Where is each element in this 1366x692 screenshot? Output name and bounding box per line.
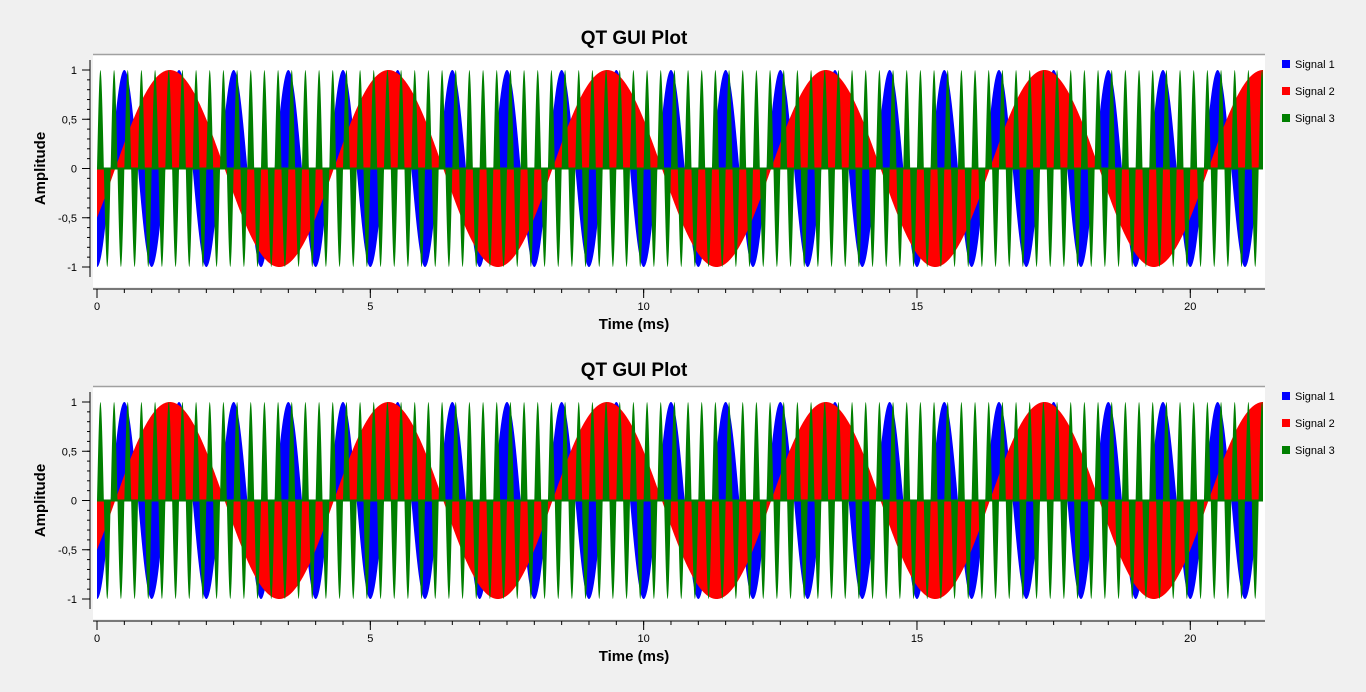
- chart-title: QT GUI Plot: [581, 360, 688, 381]
- legend-label: Signal 1: [1295, 391, 1335, 403]
- legend-item-3: Signal 3: [1282, 113, 1335, 125]
- legend-label: Signal 1: [1295, 59, 1335, 71]
- x-tick-label: 10: [638, 301, 650, 313]
- legend-item-1: Signal 1: [1282, 59, 1335, 71]
- legend-item-3: Signal 3: [1282, 445, 1335, 457]
- x-tick-label: 15: [911, 301, 923, 313]
- y-tick-label: -0,5: [58, 545, 77, 557]
- x-axis-label: Time (ms): [599, 316, 670, 333]
- legend-label: Signal 2: [1295, 418, 1335, 430]
- legend-item-2: Signal 2: [1282, 86, 1335, 98]
- y-tick-label: 0: [71, 164, 77, 176]
- legend-item-1: Signal 1: [1282, 391, 1335, 403]
- x-tick-label: 0: [94, 301, 100, 313]
- x-tick-label: 20: [1184, 301, 1196, 313]
- y-tick-label: 0: [71, 496, 77, 508]
- legend-swatch: [1282, 114, 1290, 122]
- plot-2: QT GUI Plot 1 0,5 0 -0,5 -1 Amplitude 0 5 10 15 20 T…: [32, 360, 1335, 665]
- x-tick-label: 10: [638, 633, 650, 645]
- legend-item-2: Signal 2: [1282, 418, 1335, 430]
- y-axis-label: Amplitude: [32, 132, 49, 205]
- legend-swatch: [1282, 87, 1290, 95]
- y-axis-label: Amplitude: [32, 464, 49, 537]
- legend-label: Signal 2: [1295, 86, 1335, 98]
- legend-swatch: [1282, 60, 1290, 68]
- plot-1: QT GUI Plot 1 0,5 0 -0,5 -1 Amplitude 0 5 10 15 20 T…: [32, 28, 1335, 333]
- legend-swatch: [1282, 392, 1290, 400]
- y-tick-label: -1: [67, 262, 77, 274]
- x-tick-label: 5: [367, 633, 373, 645]
- y-tick-label: -0,5: [58, 213, 77, 225]
- y-tick-label: 1: [71, 65, 77, 77]
- legend-swatch: [1282, 446, 1290, 454]
- x-tick-label: 15: [911, 633, 923, 645]
- legend-label: Signal 3: [1295, 445, 1335, 457]
- chart-title: QT GUI Plot: [581, 28, 688, 49]
- legend-label: Signal 3: [1295, 113, 1335, 125]
- y-tick-label: -1: [67, 594, 77, 606]
- y-tick-label: 0,5: [62, 446, 77, 458]
- x-tick-label: 0: [94, 633, 100, 645]
- x-tick-label: 20: [1184, 633, 1196, 645]
- x-tick-label: 5: [367, 301, 373, 313]
- legend-swatch: [1282, 419, 1290, 427]
- y-tick-label: 0,5: [62, 114, 77, 126]
- x-axis-label: Time (ms): [599, 648, 670, 665]
- y-tick-label: 1: [71, 397, 77, 409]
